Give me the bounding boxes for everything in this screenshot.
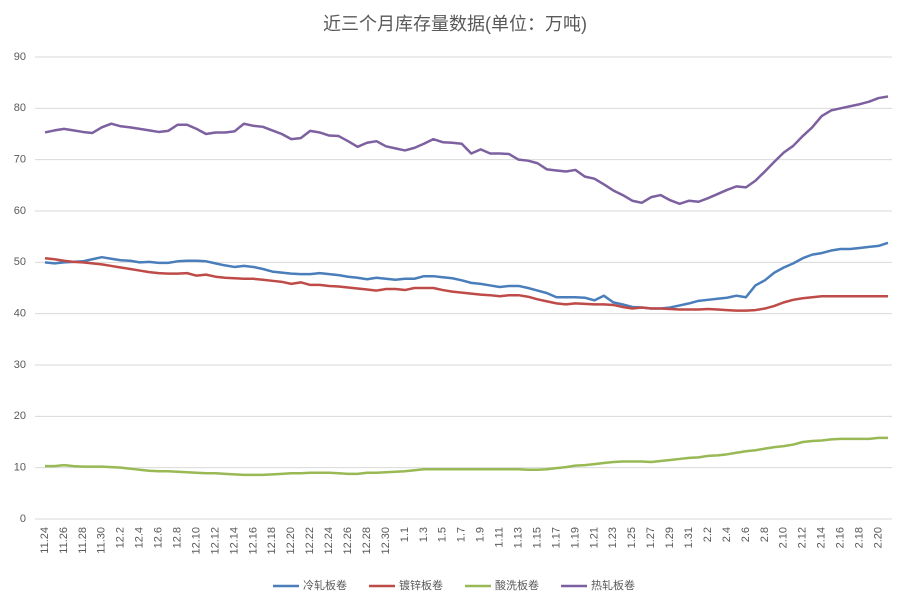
series-line <box>44 241 889 310</box>
x-tick-label: 1.29 <box>664 527 676 548</box>
x-tick-label: 12.10 <box>190 527 202 555</box>
y-tick-label: 70 <box>14 154 26 166</box>
x-tick-label: 12.16 <box>247 527 259 555</box>
x-tick-label: 1.15 <box>531 527 543 548</box>
x-tick-label: 1.27 <box>645 527 657 548</box>
x-tick-label: 12.4 <box>134 527 146 548</box>
x-tick-label: 2.4 <box>721 527 733 542</box>
legend-label: 冷轧板卷 <box>303 578 347 592</box>
x-tick-label: 2.12 <box>797 527 809 548</box>
legend-label: 热轧板卷 <box>591 578 635 592</box>
series-line <box>44 95 889 206</box>
x-tick-label: 12.14 <box>228 527 240 555</box>
x-tick-label: 2.20 <box>872 527 884 548</box>
x-tick-label: 12.2 <box>115 527 127 548</box>
x-tick-label: 2.10 <box>778 527 790 548</box>
x-tick-label: 12.26 <box>342 527 354 555</box>
x-tick-label: 1.3 <box>418 527 430 542</box>
series-line <box>45 436 888 477</box>
y-tick-label: 40 <box>14 308 26 320</box>
x-tick-label: 1.31 <box>683 527 695 548</box>
x-tick-label: 12.20 <box>285 527 297 555</box>
series-line <box>44 256 888 312</box>
chart-title: 近三个月库存量数据(单位：万吨) <box>323 14 587 34</box>
y-tick-label: 10 <box>14 462 26 474</box>
x-tick-label: 11.26 <box>58 527 70 554</box>
y-tick-label: 0 <box>20 513 26 525</box>
y-tick-label: 20 <box>14 410 26 422</box>
x-tick-label: 12.12 <box>209 527 221 555</box>
x-tick-label: 2.16 <box>835 527 847 548</box>
x-tick-label: 1.13 <box>513 527 525 548</box>
x-tick-label: 12.22 <box>304 527 316 555</box>
x-tick-label: 2.2 <box>702 527 714 542</box>
x-tick-label: 12.28 <box>361 527 373 555</box>
x-tick-label: 1.25 <box>626 527 638 548</box>
x-tick-label: 2.6 <box>740 527 752 542</box>
y-tick-label: 80 <box>14 102 26 114</box>
x-tick-label: 1.5 <box>437 527 449 542</box>
y-tick-label: 50 <box>14 256 26 268</box>
x-tick-label: 1.9 <box>475 527 487 542</box>
x-tick-label: 1.21 <box>588 527 600 548</box>
x-tick-label: 11.24 <box>39 527 51 554</box>
x-tick-label: 11.30 <box>96 527 108 554</box>
x-tick-label: 2.8 <box>759 527 771 542</box>
y-tick-label: 30 <box>14 359 26 371</box>
x-tick-label: 1.11 <box>494 527 506 548</box>
x-tick-label: 1.7 <box>456 527 468 542</box>
x-tick-label: 12.6 <box>153 527 165 548</box>
x-tick-label: 12.24 <box>323 527 335 555</box>
y-tick-label: 60 <box>14 205 26 217</box>
legend-label: 镀锌板卷 <box>399 578 443 592</box>
x-tick-label: 2.18 <box>853 527 865 548</box>
x-tick-label: 12.8 <box>172 527 184 548</box>
x-tick-label: 12.30 <box>380 527 392 555</box>
x-tick-label: 12.18 <box>266 527 278 555</box>
x-tick-label: 1.17 <box>550 527 562 548</box>
x-tick-label: 1.23 <box>607 527 619 548</box>
x-tick-label: 1.1 <box>399 527 411 542</box>
y-tick-label: 90 <box>14 51 26 63</box>
x-tick-label: 1.19 <box>569 527 581 548</box>
legend-label: 酸洗板卷 <box>495 578 539 592</box>
x-tick-label: 2.14 <box>816 527 828 548</box>
x-tick-label: 11.28 <box>77 527 89 554</box>
